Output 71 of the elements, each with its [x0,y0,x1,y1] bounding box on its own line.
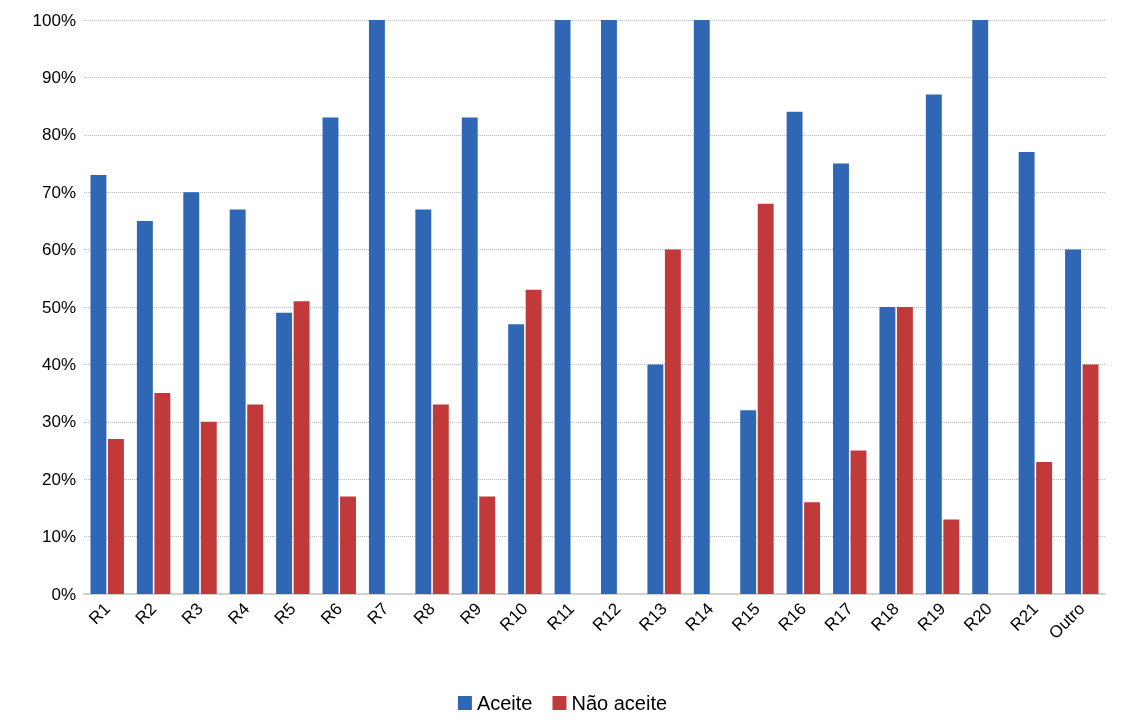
x-tick-label: R12 [588,599,625,635]
bar [879,307,896,594]
y-tick-label: 0% [51,584,76,604]
x-tick-label: R9 [456,599,486,629]
x-tick-label: R20 [960,599,996,635]
bar [693,20,710,594]
bar [229,209,246,594]
bar [461,117,478,594]
y-tick-label: 10% [41,527,76,547]
bar [601,20,617,594]
bar [508,324,525,594]
bar [136,220,153,594]
x-tick-label: R13 [635,599,671,635]
bar [833,163,849,594]
x-tick-label: R1 [85,599,114,629]
bar [554,20,571,594]
bar [943,519,960,594]
legend-label: Aceite [476,692,533,714]
bar [154,393,171,594]
bar [896,307,913,594]
bar [183,192,200,594]
x-tick-label: R2 [131,599,161,629]
x-tick-label: R18 [867,599,903,635]
bar [525,289,542,594]
y-tick-label: 50% [41,297,76,317]
bar [340,496,356,594]
y-tick-label: 40% [41,354,76,374]
bar [740,410,757,594]
bar [90,174,107,594]
x-tick-label: R16 [774,599,811,635]
x-tick-label: R4 [224,599,254,629]
bar [415,209,432,594]
bar [925,94,942,594]
bar [479,496,496,594]
x-tick-label: R5 [270,599,300,629]
bar [804,502,821,594]
y-tick-label: 80% [41,125,76,145]
y-tick-label: 100% [32,10,76,30]
y-tick-label: 90% [41,67,76,87]
y-tick-label: 70% [41,182,76,202]
bar [200,421,217,594]
bar [247,404,264,594]
x-tick-label: R21 [1006,599,1043,635]
x-tick-label: R8 [409,599,439,629]
bar [786,111,803,594]
bar [1036,461,1053,594]
x-tick-label: R6 [317,599,346,629]
y-tick-label: 60% [41,240,76,260]
bar [664,249,681,594]
bar [432,404,449,594]
bar [293,301,310,594]
bar [368,20,385,594]
bar [108,439,124,594]
x-tick-label: R14 [681,599,718,635]
x-tick-label: R7 [363,599,393,629]
x-tick-label: R11 [543,599,579,634]
bar [1082,364,1099,594]
bar [1018,152,1035,594]
x-tick-label: R3 [177,599,207,629]
x-tick-label: R19 [913,599,950,635]
bar [647,364,664,594]
bar [850,450,867,594]
y-tick-label: 20% [41,469,76,489]
bar [276,312,293,594]
bar [322,117,339,594]
legend-label: Não aceite [571,692,668,714]
bar [972,20,989,594]
bar [1065,249,1081,594]
y-tick-label: 30% [41,412,76,432]
x-tick-label: R10 [496,599,532,635]
bar [757,203,774,594]
